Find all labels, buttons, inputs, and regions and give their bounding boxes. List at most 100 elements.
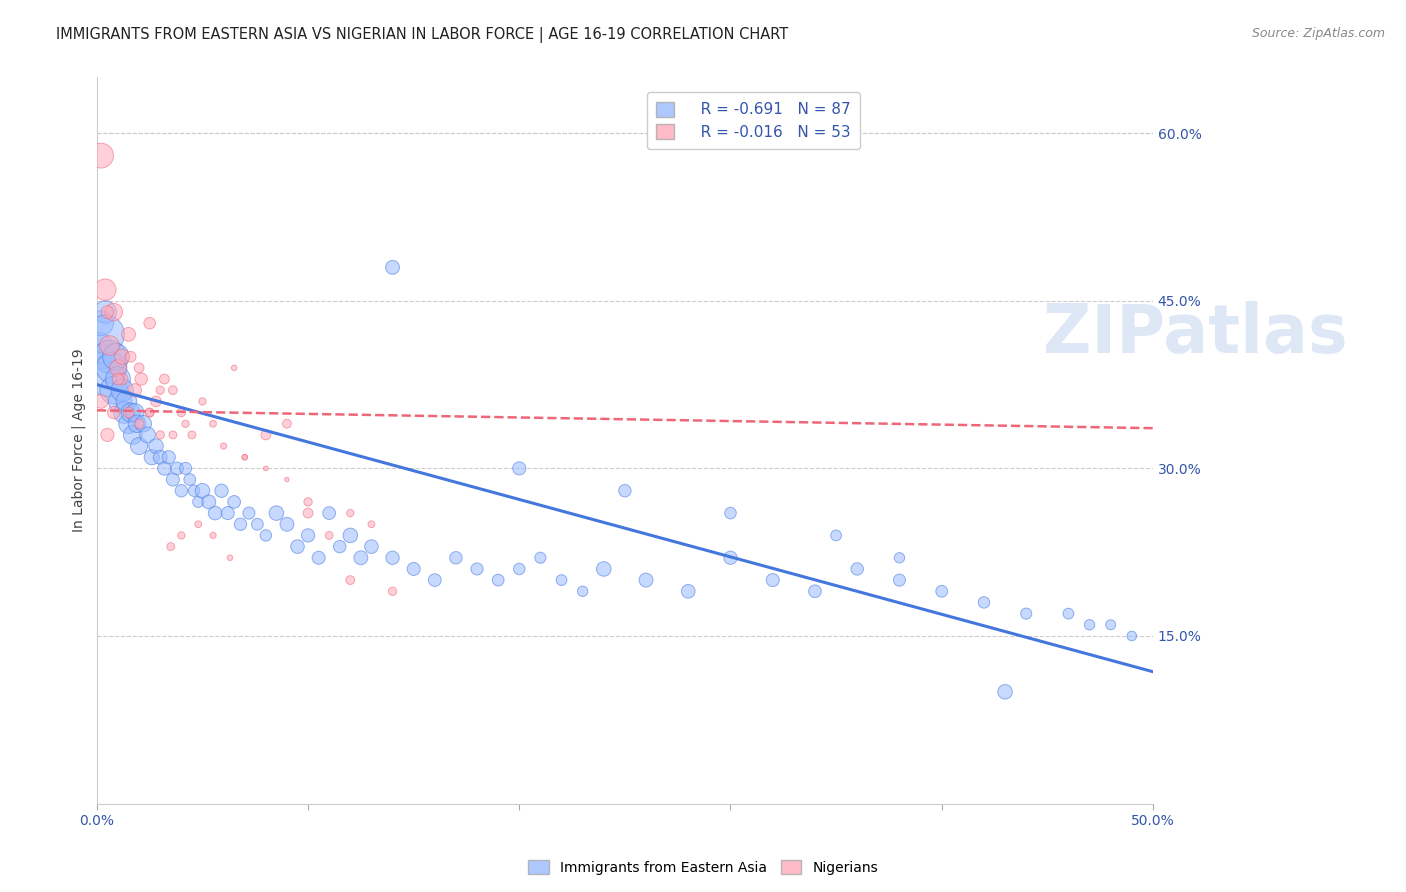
Point <box>183 483 205 498</box>
Point <box>125 417 148 431</box>
Point <box>360 517 382 532</box>
Point <box>254 428 277 442</box>
Point <box>91 350 114 364</box>
Point <box>219 550 242 565</box>
Point <box>112 406 135 420</box>
Point <box>120 350 142 364</box>
Point <box>170 406 193 420</box>
Point <box>318 528 340 542</box>
Point <box>613 483 636 498</box>
Point <box>108 394 131 409</box>
Point <box>198 495 221 509</box>
Point <box>973 595 995 609</box>
Point <box>187 517 209 532</box>
Point <box>111 372 134 386</box>
Point <box>191 394 214 409</box>
Legend: Immigrants from Eastern Asia, Nigerians: Immigrants from Eastern Asia, Nigerians <box>522 855 884 880</box>
Point <box>1121 629 1143 643</box>
Point <box>508 461 530 475</box>
Point <box>138 406 160 420</box>
Point <box>276 517 298 532</box>
Point <box>153 372 176 386</box>
Point <box>162 428 184 442</box>
Point <box>117 417 139 431</box>
Point <box>103 406 125 420</box>
Point <box>174 417 197 431</box>
Point <box>931 584 953 599</box>
Point <box>170 483 193 498</box>
Point <box>111 383 134 397</box>
Point <box>90 316 112 330</box>
Point <box>117 327 139 342</box>
Point <box>508 562 530 576</box>
Text: IMMIGRANTS FROM EASTERN ASIA VS NIGERIAN IN LABOR FORCE | AGE 16-19 CORRELATION : IMMIGRANTS FROM EASTERN ASIA VS NIGERIAN… <box>56 27 789 43</box>
Text: ZIPatlas: ZIPatlas <box>1043 301 1347 368</box>
Point <box>592 562 614 576</box>
Y-axis label: In Labor Force | Age 16-19: In Labor Force | Age 16-19 <box>72 349 86 533</box>
Point <box>98 350 121 364</box>
Point <box>103 383 125 397</box>
Point <box>202 417 225 431</box>
Point <box>132 417 155 431</box>
Point <box>162 473 184 487</box>
Point <box>804 584 827 599</box>
Point <box>179 473 201 487</box>
Point <box>529 550 551 565</box>
Point <box>149 383 172 397</box>
Point <box>104 350 127 364</box>
Point <box>297 506 319 520</box>
Point <box>276 473 298 487</box>
Point <box>180 428 202 442</box>
Point <box>1015 607 1038 621</box>
Point <box>145 394 167 409</box>
Point <box>287 540 309 554</box>
Point <box>96 305 118 319</box>
Point <box>149 428 172 442</box>
Point <box>136 428 159 442</box>
Point <box>166 461 188 475</box>
Point <box>94 283 117 297</box>
Point <box>889 573 911 587</box>
Point <box>266 506 288 520</box>
Point <box>846 562 869 576</box>
Point <box>217 506 239 520</box>
Point <box>1057 607 1080 621</box>
Point <box>107 372 129 386</box>
Point <box>141 450 163 465</box>
Point <box>1099 617 1122 632</box>
Point <box>107 372 129 386</box>
Point <box>350 550 373 565</box>
Point <box>381 584 404 599</box>
Point <box>191 483 214 498</box>
Point <box>297 528 319 542</box>
Point <box>465 562 488 576</box>
Point <box>153 461 176 475</box>
Point <box>825 528 848 542</box>
Point <box>571 584 593 599</box>
Point <box>90 148 112 162</box>
Point <box>96 428 118 442</box>
Point <box>159 540 181 554</box>
Point <box>120 406 142 420</box>
Text: Source: ZipAtlas.com: Source: ZipAtlas.com <box>1251 27 1385 40</box>
Point <box>339 506 361 520</box>
Point <box>889 550 911 565</box>
Point <box>308 550 330 565</box>
Point <box>720 506 742 520</box>
Point <box>339 528 361 542</box>
Point <box>103 305 125 319</box>
Point <box>444 550 467 565</box>
Point <box>634 573 657 587</box>
Point <box>128 439 150 453</box>
Point <box>339 573 361 587</box>
Point <box>224 360 246 375</box>
Point <box>204 506 226 520</box>
Point <box>124 383 146 397</box>
Point <box>486 573 509 587</box>
Point <box>87 338 110 352</box>
Point <box>94 327 117 342</box>
Point <box>276 417 298 431</box>
Point <box>128 417 150 431</box>
Point <box>94 305 117 319</box>
Point <box>994 685 1017 699</box>
